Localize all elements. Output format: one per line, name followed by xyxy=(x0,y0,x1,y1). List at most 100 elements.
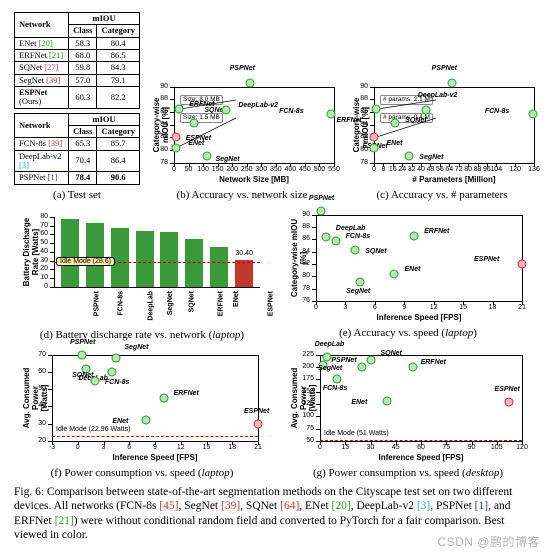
caption-g: (g) Power consumption vs. speed (desktop… xyxy=(282,467,534,479)
plot-b: 0501001502002503003504004505005507880828… xyxy=(144,83,338,187)
data-point xyxy=(351,245,360,254)
data-point-label: ERFNet xyxy=(424,228,449,235)
data-point-label: ESPNet xyxy=(495,386,520,393)
data-point-label: FCN-8s xyxy=(323,385,348,392)
data-point xyxy=(142,416,151,425)
caption-g-em: desktop xyxy=(466,467,500,479)
caption-f-em: laptop xyxy=(202,467,230,479)
data-point xyxy=(245,79,254,88)
data-point-label: DeepLab-v2 xyxy=(418,92,458,99)
data-point xyxy=(171,133,180,142)
caption-d-em: laptop xyxy=(212,329,240,341)
table-row: ERFNet [21]68.086.5 xyxy=(15,50,140,62)
caption-e-em: laptop xyxy=(445,327,473,339)
data-point xyxy=(372,104,381,113)
data-point-label: ERFNet xyxy=(189,101,214,108)
plot-c: 0816243240485664728088961041201367880828… xyxy=(344,83,538,187)
data-point-label: ENet xyxy=(351,399,367,406)
data-point-label: ERFNet xyxy=(421,359,446,366)
data-point xyxy=(321,232,330,241)
data-point-label: PSPNet xyxy=(432,65,457,72)
panel-e: 0369121518217678808284868890Inference Sp… xyxy=(282,211,534,341)
data-point-label: FCN-8s xyxy=(105,379,130,386)
note-box: Size: 1.5 MB xyxy=(180,113,223,123)
data-point-label: FCN-8s xyxy=(346,233,371,240)
data-point-label: SegNet xyxy=(124,344,148,351)
table-row: ESPNet (Ours)60.382.2 xyxy=(15,87,140,109)
data-point xyxy=(316,207,325,216)
data-point xyxy=(327,110,336,119)
data-point-label: DeepLab-v2 xyxy=(238,102,278,109)
data-point xyxy=(108,368,117,377)
bar-label: FCN-8s xyxy=(117,291,124,316)
data-point xyxy=(405,151,414,160)
data-point-label: FCN-8s xyxy=(279,108,304,115)
caption-g-pre: (g) Power consumption vs. speed ( xyxy=(313,467,466,479)
data-point xyxy=(408,363,417,372)
data-point xyxy=(528,110,537,119)
plot-f: -3036912151821203040506070Inference Spee… xyxy=(14,351,264,465)
panel-a: NetworkmIOUClassCategoryENet [20]58.380.… xyxy=(14,12,140,201)
table-row: SegNet [39]57.079.1 xyxy=(15,74,140,86)
caption-e: (e) Accuracy vs. speed (laptop) xyxy=(282,327,534,339)
data-point xyxy=(222,105,231,114)
plot-g: 0153045607590105120507510012515017520022… xyxy=(282,351,528,465)
table-row: ENet [20]58.380.4 xyxy=(15,37,140,49)
data-point-label: DeepLab xyxy=(315,341,345,348)
table-row: DeepLab-v2 [3]70.486.4 xyxy=(15,150,140,172)
data-point-label: ENet xyxy=(188,140,204,147)
data-point xyxy=(366,355,375,364)
caption-f: (f) Power consumption vs. speed (laptop) xyxy=(14,467,270,479)
data-point xyxy=(370,143,379,152)
bar-label: SegNet xyxy=(167,291,174,315)
data-point xyxy=(518,259,527,268)
bar xyxy=(86,223,104,287)
panel-g: 0153045607590105120507510012515017520022… xyxy=(282,351,534,479)
bar-label: ERFNet xyxy=(218,291,225,316)
data-point xyxy=(504,398,513,407)
caption-e-pre: (e) Accuracy vs. speed ( xyxy=(339,327,445,339)
caption-f-post: ) xyxy=(230,467,234,479)
data-point-label: PSPNet xyxy=(331,357,356,364)
bar-label: DeepLab xyxy=(147,291,154,321)
data-point-label: ENet xyxy=(112,418,128,425)
data-point xyxy=(112,354,121,363)
table-row: FCN-8s [39]65.385.7 xyxy=(15,138,140,150)
data-point-label: ERFNet xyxy=(174,390,199,397)
data-point xyxy=(203,151,212,160)
panel-c: 0816243240485664728088961041201367880828… xyxy=(344,83,540,201)
bar xyxy=(160,232,178,287)
data-point-label: ESPNet xyxy=(244,408,269,415)
data-point xyxy=(175,104,184,113)
data-point-label: PSPNet xyxy=(230,65,255,72)
panel-f: -3036912151821203040506070Inference Spee… xyxy=(14,351,270,479)
bar-label: PSPNet xyxy=(93,291,100,316)
data-point xyxy=(332,375,341,384)
data-point xyxy=(331,237,340,246)
data-point xyxy=(391,118,400,127)
data-point-label: SegNet xyxy=(346,288,370,295)
data-point-label: ENet xyxy=(386,140,402,147)
data-point xyxy=(447,79,456,88)
data-point-label: ENet xyxy=(404,266,420,273)
plot-e: 0369121518217678808284868890Inference Sp… xyxy=(282,211,528,325)
bar xyxy=(136,231,154,287)
bar xyxy=(61,219,79,286)
data-point-label: SegNet xyxy=(419,154,443,161)
table-row: SQNet [27]59.884.3 xyxy=(15,62,140,74)
data-point-label: ERFNet xyxy=(336,117,361,124)
panel-d: 01020304050607080Battery DischargeRate [… xyxy=(14,211,270,341)
data-point xyxy=(159,393,168,402)
data-point-label: PSPNet xyxy=(309,195,334,202)
caption-g-post: ) xyxy=(499,467,503,479)
data-point-label: SegNet xyxy=(318,365,342,372)
table-row: PSPNet [1]78.490.6 xyxy=(15,172,140,184)
data-point xyxy=(90,376,99,385)
data-point xyxy=(190,118,199,127)
data-point xyxy=(383,397,392,406)
bar-label: ENet xyxy=(233,291,240,307)
bar xyxy=(210,247,228,287)
table-miou-2: NetworkmIOUClassCategoryFCN-8s [39]65.38… xyxy=(14,113,140,185)
bar-label: SQNet xyxy=(189,291,196,312)
watermark: CSDN @鹏的博客 xyxy=(437,533,540,550)
